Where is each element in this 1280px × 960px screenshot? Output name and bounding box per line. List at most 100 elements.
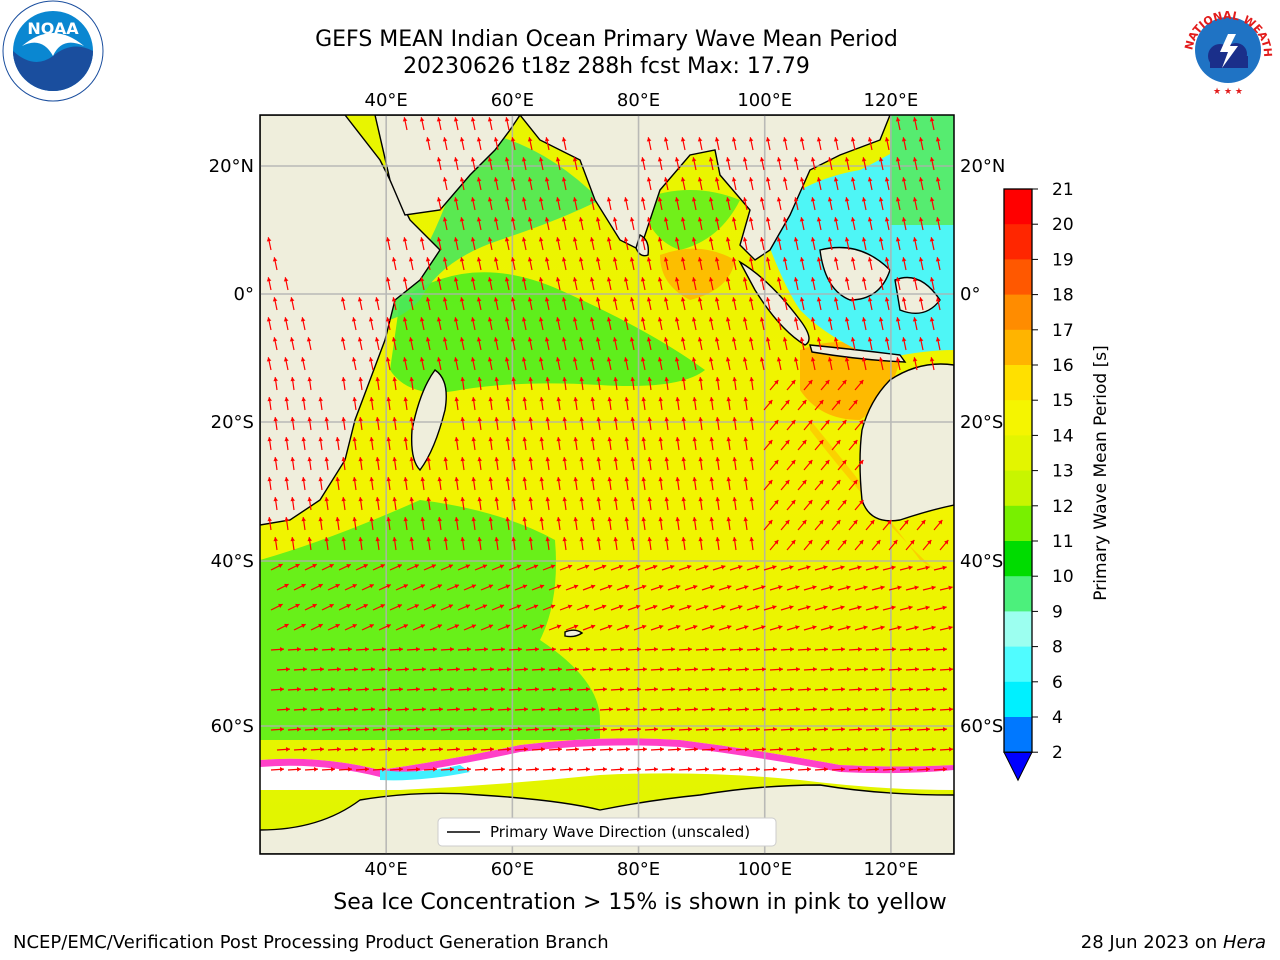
wave-arrow	[701, 624, 715, 631]
wave-arrow	[884, 257, 890, 271]
wave-arrow	[844, 237, 850, 251]
wave-arrow	[878, 317, 884, 331]
wave-arrow	[471, 517, 477, 531]
wave-arrow	[939, 539, 949, 551]
wave-arrow	[476, 257, 482, 271]
wave-arrow	[698, 497, 704, 511]
wave-arrow	[657, 277, 663, 291]
wave-arrow	[692, 437, 698, 451]
wave-arrow	[916, 687, 931, 692]
wave-arrow	[629, 297, 635, 311]
wave-arrow	[695, 727, 710, 732]
wave-arrow	[769, 419, 779, 431]
wave-arrow	[765, 297, 771, 311]
wave-arrow	[355, 767, 370, 772]
wave-arrow	[497, 747, 512, 752]
wave-arrow	[573, 517, 579, 531]
wave-arrow	[837, 667, 852, 672]
wave-arrow	[525, 727, 540, 732]
wave-arrow	[425, 257, 431, 271]
wave-arrow	[833, 297, 839, 311]
wave-arrow	[338, 767, 353, 772]
wave-arrow	[725, 197, 731, 211]
wave-arrow	[497, 707, 512, 712]
wave-arrow	[270, 687, 285, 692]
wave-arrow	[589, 237, 595, 251]
wave-arrow	[306, 337, 312, 351]
wave-arrow	[273, 457, 279, 471]
wave-arrow	[522, 477, 528, 491]
wave-arrow	[674, 237, 680, 251]
wave-arrow	[627, 647, 642, 652]
colorbar-tick-label: 9	[1052, 602, 1063, 622]
wave-arrow	[901, 257, 907, 271]
wave-arrow	[763, 439, 773, 451]
wave-arrow	[742, 237, 748, 251]
green-region-south	[260, 500, 600, 740]
sea-ice-note: Sea Ice Concentration > 15% is shown in …	[333, 890, 947, 915]
wave-arrow	[867, 337, 873, 351]
wave-arrow	[440, 564, 454, 571]
wave-arrow	[623, 197, 629, 211]
wave-arrow	[895, 157, 901, 171]
wave-arrow	[854, 585, 868, 591]
wave-arrow	[780, 647, 795, 652]
wave-arrow	[916, 727, 931, 732]
wave-arrow	[797, 565, 811, 571]
colorbar-segment	[1004, 611, 1032, 648]
wave-arrow	[709, 437, 715, 451]
wave-arrow	[664, 417, 670, 431]
wave-arrow	[644, 647, 659, 652]
wave-arrow	[882, 767, 897, 772]
wave-arrow	[698, 377, 704, 391]
wave-arrow	[358, 457, 364, 471]
wave-arrow	[837, 459, 847, 471]
wave-arrow	[470, 357, 476, 371]
wave-arrow	[674, 317, 680, 331]
wave-arrow	[545, 537, 551, 551]
wave-arrow	[820, 585, 834, 591]
wave-arrow	[691, 197, 697, 211]
wave-arrow	[650, 624, 664, 631]
wave-arrow	[701, 747, 716, 752]
wave-arrow	[664, 497, 670, 511]
wave-arrow	[746, 727, 761, 732]
wave-arrow	[542, 604, 556, 611]
wave-arrow	[912, 197, 918, 211]
wave-arrow	[562, 497, 568, 511]
green-region-bengal	[640, 190, 740, 250]
wave-arrow	[692, 397, 698, 411]
wave-arrow	[559, 767, 574, 772]
wave-arrow	[538, 197, 544, 211]
svg-text:★ ★ ★: ★ ★ ★	[1213, 87, 1243, 97]
wave-arrow	[374, 337, 380, 351]
wave-arrow	[820, 625, 834, 631]
wave-arrow	[861, 197, 867, 211]
wave-arrow	[559, 564, 573, 571]
wave-arrow	[776, 157, 782, 171]
wave-arrow	[589, 197, 595, 211]
wave-arrow	[647, 537, 653, 551]
wave-arrow	[763, 565, 777, 571]
wave-arrow	[392, 417, 398, 431]
wave-arrow	[933, 519, 943, 531]
wave-arrow	[527, 257, 533, 271]
wave-arrow	[327, 583, 340, 591]
wave-arrow	[443, 497, 449, 511]
wave-arrow	[593, 767, 608, 772]
wave-arrow	[657, 197, 663, 211]
wave-arrow	[392, 537, 398, 551]
wave-arrow	[267, 437, 273, 451]
wave-arrow	[544, 257, 550, 271]
wave-arrow	[901, 217, 907, 231]
wave-arrow	[504, 237, 510, 251]
wave-arrow	[820, 707, 835, 712]
wave-arrow	[939, 707, 954, 712]
wave-arrow	[827, 357, 833, 371]
wave-arrow	[596, 497, 602, 511]
wave-arrow	[409, 457, 415, 471]
wave-arrow	[922, 667, 937, 672]
wave-arrow	[667, 584, 681, 591]
wave-arrow	[929, 357, 935, 371]
wave-arrow	[612, 257, 618, 271]
